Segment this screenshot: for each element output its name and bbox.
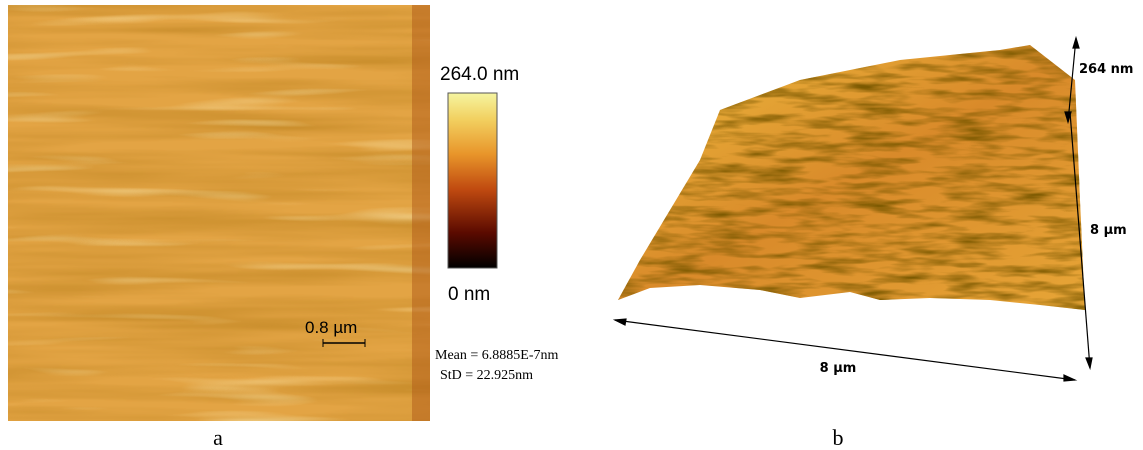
y-axis-label: 8 µm — [1090, 223, 1127, 238]
colorbar-max: 264.0 nm — [440, 64, 519, 85]
surface-texture — [600, 40, 1100, 320]
arrow-head — [1064, 375, 1075, 381]
colorbar — [448, 93, 497, 268]
figure: 0.8 µm 264.0 nm 0 nm Mean = 6.8885E-7nm … — [0, 0, 1143, 450]
panel-label: a — [213, 425, 223, 450]
afm-highlights — [8, 5, 430, 421]
colorbar-min: 0 nm — [448, 284, 490, 305]
x-axis-label: 8 µm — [820, 361, 857, 376]
stats-std: StD = 22.925nm — [440, 368, 533, 383]
stats-mean: Mean = 6.8885E-7nm — [435, 348, 558, 363]
afm-edge — [412, 5, 430, 421]
panel-label: b — [833, 425, 844, 450]
scale-bar-label: 0.8 µm — [305, 318, 357, 337]
surface — [600, 40, 1100, 320]
arrow-head — [615, 319, 626, 325]
arrow-head — [1073, 38, 1079, 48]
arrow-head — [1086, 358, 1092, 368]
z-axis-label: 264 nm — [1079, 62, 1133, 77]
